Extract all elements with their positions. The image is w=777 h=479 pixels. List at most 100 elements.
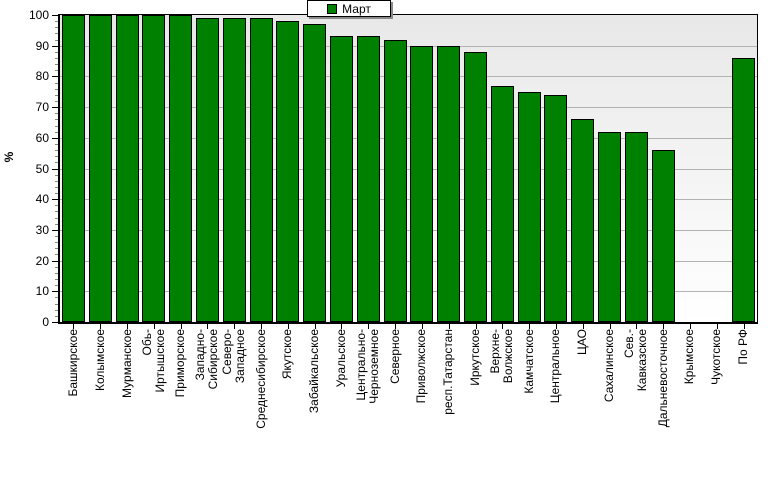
y-minor-tick — [55, 162, 58, 163]
y-major-tick — [52, 138, 58, 139]
bar — [732, 58, 755, 322]
y-minor-tick — [55, 58, 58, 59]
y-minor-tick — [55, 33, 58, 34]
y-minor-tick — [55, 175, 58, 176]
gridline — [60, 291, 757, 292]
x-label-text: ЦАО — [575, 329, 589, 355]
x-tick — [610, 324, 611, 329]
x-tick — [636, 324, 637, 329]
bar — [276, 21, 299, 322]
y-major-tick — [52, 107, 58, 108]
x-label-text: Верхне- Волжское — [488, 329, 515, 384]
y-minor-tick — [55, 132, 58, 133]
gridline — [60, 230, 757, 231]
x-tick — [288, 324, 289, 329]
gridline — [60, 138, 757, 139]
x-tick — [100, 324, 101, 329]
x-label-text: Сахалинское — [602, 329, 616, 403]
bar — [625, 132, 648, 322]
y-minor-tick — [55, 21, 58, 22]
x-tick — [73, 324, 74, 329]
y-minor-tick — [55, 83, 58, 84]
y-tick-label: 60 — [35, 131, 49, 145]
x-label-text: Центрально- Черноземное — [354, 329, 381, 404]
x-tick — [556, 324, 557, 329]
y-major-tick — [52, 291, 58, 292]
y-minor-tick — [55, 310, 58, 311]
y-tick-label: 30 — [35, 223, 49, 237]
y-minor-tick — [55, 181, 58, 182]
y-minor-tick — [55, 70, 58, 71]
x-tick — [663, 324, 664, 329]
y-tick-label: 10 — [35, 284, 49, 298]
y-minor-tick — [55, 113, 58, 114]
bar — [196, 18, 219, 322]
y-minor-tick — [55, 211, 58, 212]
bar — [518, 92, 541, 322]
x-label-text: Северное — [388, 329, 402, 384]
y-major-tick — [52, 322, 58, 323]
x-label-text: Дальневосточное — [656, 329, 670, 428]
y-minor-tick — [55, 144, 58, 145]
bar — [330, 36, 353, 322]
gridline — [60, 261, 757, 262]
y-minor-tick — [55, 224, 58, 225]
y-minor-tick — [55, 150, 58, 151]
y-tick-label: 20 — [35, 254, 49, 268]
x-tick — [449, 324, 450, 329]
x-label-text: Обь- Иртышское — [140, 329, 167, 393]
y-minor-tick — [55, 254, 58, 255]
y-minor-tick — [55, 236, 58, 237]
y-tick-label: 100 — [28, 8, 49, 22]
legend-swatch-icon — [327, 3, 338, 14]
x-tick — [154, 324, 155, 329]
x-tick — [261, 324, 262, 329]
y-minor-tick — [55, 64, 58, 65]
x-tick — [207, 324, 208, 329]
x-tick — [234, 324, 235, 329]
bar — [223, 18, 246, 322]
x-label-text: По РФ — [736, 329, 750, 365]
x-tick — [395, 324, 396, 329]
gridline — [60, 199, 757, 200]
legend-label: Март — [342, 1, 371, 16]
bar — [410, 46, 433, 322]
bar — [303, 24, 326, 322]
x-label-text: Крымское — [682, 329, 696, 385]
bar — [652, 150, 675, 322]
x-label-text: Якутское — [280, 329, 294, 380]
x-label-text: Среднесибирское — [254, 329, 268, 429]
gridline — [60, 46, 757, 47]
y-minor-tick — [55, 279, 58, 280]
x-tick — [583, 324, 584, 329]
x-label-text: Центральное — [548, 329, 562, 404]
legend: Март — [307, 0, 391, 17]
y-tick-label: 0 — [42, 315, 49, 329]
x-label-text: Приморское — [173, 329, 187, 398]
y-tick-label: 50 — [35, 162, 49, 176]
x-tick — [315, 324, 316, 329]
x-tick — [127, 324, 128, 329]
bar — [437, 46, 460, 322]
bar — [544, 95, 567, 322]
x-label-text: Северо- Западное — [220, 329, 247, 384]
y-minor-tick — [55, 193, 58, 194]
x-label-text: Башкирское — [66, 329, 80, 397]
y-minor-tick — [55, 316, 58, 317]
x-label-text: Приволжское — [414, 329, 428, 404]
x-label-text: респ.Татарстан — [441, 329, 455, 415]
gridline — [60, 169, 757, 170]
y-minor-tick — [55, 304, 58, 305]
bar — [169, 15, 192, 322]
y-major-tick — [52, 76, 58, 77]
y-tick-label: 70 — [35, 100, 49, 114]
y-major-tick — [52, 261, 58, 262]
bar — [384, 40, 407, 322]
x-tick — [422, 324, 423, 329]
y-minor-tick — [55, 40, 58, 41]
y-minor-tick — [55, 187, 58, 188]
x-tick — [690, 324, 691, 329]
y-major-tick — [52, 169, 58, 170]
y-major-tick — [52, 199, 58, 200]
